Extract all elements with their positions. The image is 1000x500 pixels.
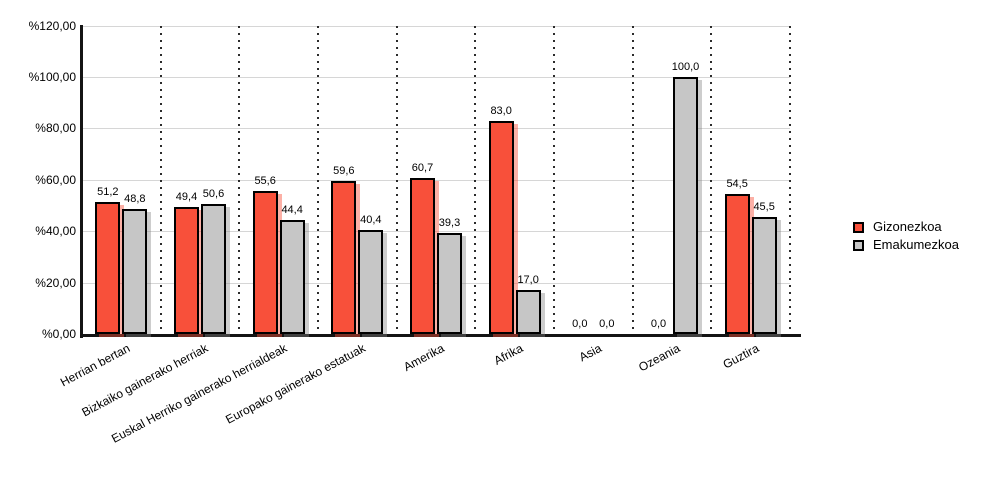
bar-value-label: 51,2	[97, 186, 119, 199]
category-separator-line	[317, 25, 319, 334]
y-axis-tick-label: %60,00	[35, 172, 76, 187]
bar-gizonezkoa-4	[410, 177, 435, 334]
bar-value-label: 45,5	[753, 201, 775, 214]
bar-emakumezkoa-3	[358, 230, 384, 334]
bar-value-label: 55,6	[254, 175, 276, 188]
bar-gizonezkoa-0	[95, 202, 121, 334]
legend-label-emakumezkoa: Emakumezkoa	[873, 237, 959, 252]
category-separator-line	[395, 25, 398, 334]
bar-value-label: 54,5	[726, 177, 748, 190]
bar-emakumezkoa-7	[673, 76, 698, 334]
bar-value-label: 48,8	[124, 192, 146, 205]
y-axis-line	[80, 25, 83, 338]
bar-emakumezkoa-5	[515, 290, 541, 334]
x-axis-line	[80, 334, 801, 337]
y-gridline	[82, 25, 790, 27]
legend-swatch-emakumezkoa-icon	[853, 239, 864, 251]
bar-value-label: 0,0	[599, 318, 615, 330]
y-gridline	[82, 179, 790, 181]
bar-value-label: 59,6	[333, 164, 355, 177]
y-axis-tick-label: %40,00	[35, 224, 76, 239]
legend-item-gizonezkoa: Gizonezkoa	[853, 220, 959, 234]
x-axis-category-label: Ozeania	[636, 341, 683, 375]
bar-value-label: 83,0	[490, 104, 512, 117]
bar-gizonezkoa-5	[488, 120, 514, 334]
legend-swatch-gizonezkoa-icon	[853, 221, 864, 233]
bar-value-label: 44,4	[281, 203, 303, 216]
bar-gizonezkoa-1	[174, 207, 199, 334]
x-axis-category-label: Herrian bertan	[57, 341, 132, 390]
y-axis-tick-label: %120,00	[28, 18, 76, 33]
bar-gizonezkoa-2	[252, 191, 278, 334]
bar-gizonezkoa-8	[724, 193, 750, 334]
bar-value-label: 39,3	[438, 216, 461, 229]
x-axis-category-label: Europako gainerako estatuak	[223, 341, 368, 427]
x-axis-category-label: Bizkaiko gainerako herriak	[79, 341, 211, 420]
y-gridline	[82, 128, 790, 130]
category-separator-line	[238, 25, 241, 334]
y-axis-tick-label: %100,00	[28, 69, 76, 84]
x-axis-category-label: Afrika	[491, 341, 526, 368]
bar-value-label: 17,0	[517, 274, 539, 287]
x-axis-category-label: Amerika	[401, 341, 447, 375]
legend-label-gizonezkoa: Gizonezkoa	[873, 219, 942, 234]
x-axis-category-label: Guztira	[720, 341, 762, 372]
category-separator-line	[789, 25, 791, 334]
bar-value-label: 40,4	[360, 214, 382, 227]
bar-value-label: 100,0	[671, 60, 700, 73]
bar-emakumezkoa-2	[279, 219, 305, 334]
y-axis-tick-label: %80,00	[35, 121, 76, 136]
category-separator-line	[710, 25, 713, 334]
bar-value-label: 50,6	[202, 187, 225, 200]
bar-value-label: 60,7	[411, 161, 434, 174]
bar-value-label: 49,4	[175, 191, 198, 203]
x-axis-category-label: Asia	[576, 341, 604, 365]
bar-emakumezkoa-0	[122, 208, 148, 334]
y-gridline	[82, 231, 790, 233]
y-gridline	[82, 282, 790, 284]
category-separator-line	[553, 25, 555, 334]
bar-emakumezkoa-8	[751, 217, 777, 334]
bar-value-label: 0,0	[572, 318, 588, 330]
y-axis-tick-label: %0,00	[41, 327, 76, 341]
category-separator-line	[159, 25, 162, 334]
category-separator-line	[631, 25, 634, 334]
bar-value-label: 0,0	[650, 318, 667, 330]
y-gridline	[82, 76, 790, 78]
bar-emakumezkoa-1	[201, 203, 226, 334]
legend-item-emakumezkoa: Emakumezkoa	[853, 238, 959, 252]
bar-emakumezkoa-4	[437, 232, 462, 334]
category-separator-line	[474, 25, 477, 334]
y-axis-tick-label: %20,00	[35, 275, 76, 290]
bar-gizonezkoa-3	[331, 180, 357, 334]
legend: Gizonezkoa Emakumezkoa	[853, 220, 959, 256]
